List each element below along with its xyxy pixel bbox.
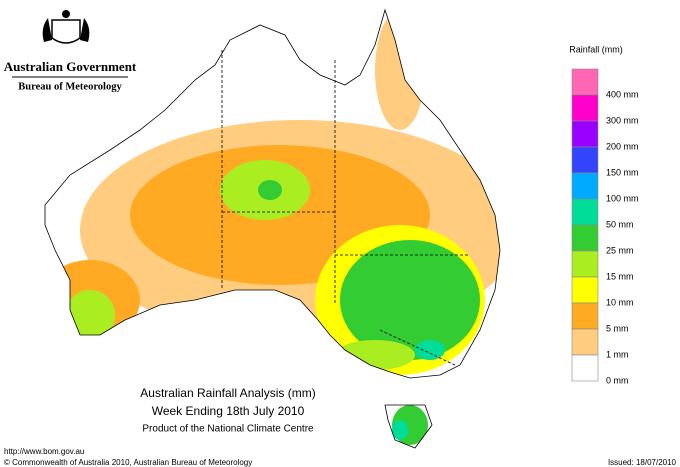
legend-label: 1 mm — [606, 349, 629, 359]
legend-swatch — [571, 198, 599, 226]
legend-label: 400 mm — [606, 89, 639, 99]
legend-swatch — [571, 120, 599, 148]
legend-label: 150 mm — [606, 167, 639, 177]
legend-label: 25 mm — [606, 245, 634, 255]
legend-label: 200 mm — [606, 141, 639, 151]
legend: 400 mm 300 mm 200 mm 150 mm 100 mm 50 mm 25 mm… — [571, 68, 639, 385]
legend-swatch — [571, 146, 599, 174]
legend-swatch — [571, 94, 599, 122]
legend-swatch — [571, 224, 599, 252]
legend-swatch — [571, 328, 599, 356]
map-credit: Product of the National Climate Centre — [142, 424, 314, 435]
copyright: © Commonwealth of Australia 2010, Austra… — [4, 458, 252, 467]
legend-swatch — [571, 302, 599, 330]
issued: Issued: 18/07/2010 — [608, 458, 677, 467]
map-title: Australian Rainfall Analysis (mm) — [140, 386, 315, 400]
legend-swatch — [571, 172, 599, 200]
crest — [42, 10, 90, 44]
legend-label: 50 mm — [606, 219, 634, 229]
legend-label: 300 mm — [606, 115, 639, 125]
legend-swatch — [571, 354, 599, 382]
legend-label: 15 mm — [606, 271, 634, 281]
bureau: Bureau of Meteorology — [18, 81, 122, 92]
legend-title: Rainfall (mm) — [569, 44, 623, 54]
borders — [44, 8, 501, 449]
legend-label: 0 mm — [606, 375, 629, 385]
government: Australian Government — [4, 59, 137, 74]
legend-label: 5 mm — [606, 323, 629, 333]
legend-swatch — [571, 68, 599, 96]
legend-swatch — [571, 276, 599, 304]
legend-label: 100 mm — [606, 193, 639, 203]
map-subtitle: Week Ending 18th July 2010 — [152, 404, 305, 418]
legend-label: 10 mm — [606, 297, 634, 307]
legend-swatch — [571, 250, 599, 278]
url: http://www.bom.gov.au — [4, 447, 84, 456]
